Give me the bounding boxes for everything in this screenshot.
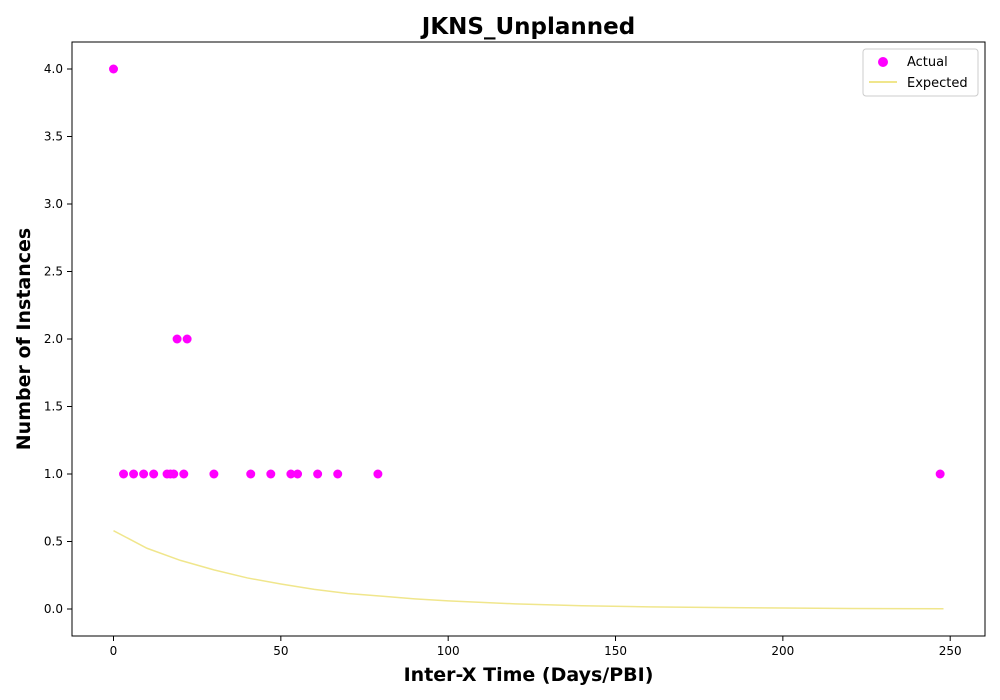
- actual-point: [169, 469, 179, 479]
- x-tick-label: 200: [771, 644, 794, 658]
- plot-background: [72, 42, 985, 636]
- actual-point: [935, 469, 945, 479]
- actual-point: [373, 469, 383, 479]
- x-tick-label: 50: [273, 644, 288, 658]
- y-tick-label: 0.5: [44, 535, 63, 549]
- legend-box: [862, 48, 979, 97]
- y-axis-ticks: 0.0 0.5 1.0 1.5 2.0 2.5 3.0 3.5 4.0: [44, 62, 72, 616]
- y-tick-label: 3.5: [44, 130, 63, 144]
- x-axis-ticks: 0 50 100 150 200 250: [110, 636, 962, 658]
- y-tick-label: 2.0: [44, 332, 63, 346]
- actual-point: [293, 469, 303, 479]
- actual-point: [246, 469, 256, 479]
- y-tick-label: 1.5: [44, 400, 63, 414]
- legend-label-expected: Expected: [907, 76, 968, 91]
- actual-point: [266, 469, 276, 479]
- x-tick-label: 250: [939, 644, 962, 658]
- actual-point: [209, 469, 219, 479]
- x-tick-label: 0: [110, 644, 118, 658]
- actual-point: [172, 334, 182, 344]
- expected-series: [113, 530, 944, 610]
- legend: Actual Expected: [862, 48, 979, 97]
- actual-point: [119, 469, 129, 479]
- actual-point: [182, 334, 192, 344]
- actual-point: [109, 64, 118, 74]
- y-tick-label: 3.0: [44, 197, 63, 211]
- y-axis-label: Number of Instances: [13, 228, 35, 450]
- expected-line: [113, 530, 944, 610]
- actual-point: [139, 469, 149, 479]
- y-tick-label: 4.0: [44, 62, 63, 76]
- actual-series: [109, 64, 945, 479]
- legend-marker-actual: [878, 57, 888, 67]
- actual-point: [129, 469, 139, 479]
- y-tick-label: 0.0: [44, 602, 63, 616]
- actual-point: [286, 469, 296, 479]
- x-axis-label: Inter-X Time (Days/PBI): [404, 664, 654, 686]
- chart-title: JKNS_Unplanned: [420, 14, 635, 40]
- x-tick-label: 100: [437, 644, 460, 658]
- y-tick-label: 2.5: [44, 265, 63, 279]
- y-tick-label: 1.0: [44, 467, 63, 481]
- actual-point: [149, 469, 159, 479]
- actual-point: [333, 469, 343, 479]
- actual-point: [179, 469, 189, 479]
- actual-point: [313, 469, 323, 479]
- legend-label-actual: Actual: [907, 55, 948, 70]
- x-tick-label: 150: [604, 644, 627, 658]
